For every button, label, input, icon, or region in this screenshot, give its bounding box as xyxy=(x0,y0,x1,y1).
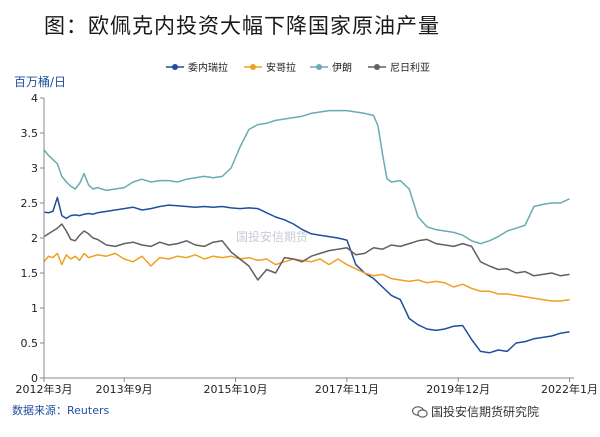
series-line-3 xyxy=(43,223,570,281)
x-tick-label: 2013年9月 xyxy=(96,382,153,396)
y-tick-label: 3.5 xyxy=(21,127,39,140)
y-axis-label: 百万桶/日 xyxy=(14,75,67,89)
x-tick-label: 2017年11月 xyxy=(315,382,379,396)
y-tick-label: 2 xyxy=(31,232,38,245)
y-tick-label: 4 xyxy=(31,92,38,105)
y-tick-label: 3 xyxy=(31,162,38,175)
brand-name: 国投安信期货研究院 xyxy=(431,405,540,419)
legend-swatch-marker xyxy=(316,64,322,70)
plot-lines xyxy=(43,109,570,354)
brand-footer: 国投安信期货研究院 xyxy=(412,403,539,420)
legend: 委内瑞拉 安哥拉 伊朗 尼日利亚 xyxy=(166,61,430,74)
y-tick-label: 1 xyxy=(31,302,38,315)
y-tick-label: 0 xyxy=(31,372,38,385)
source-note: 数据来源：Reuters xyxy=(12,404,110,417)
y-tick-label: 2.5 xyxy=(21,197,39,210)
legend-label: 安哥拉 xyxy=(266,61,296,74)
series-line-2 xyxy=(43,109,570,245)
axes: 0 0.5 1 1.5 2 2.5 3 3.5 4 2012年3月 2013年9月 2015年10月 2… xyxy=(16,92,599,396)
legend-label: 尼日利亚 xyxy=(390,62,430,74)
watermark: 国投安信期货 xyxy=(236,230,309,244)
x-tick-label: 2022年1月 xyxy=(541,382,598,396)
legend-swatch-marker xyxy=(250,64,256,70)
legend-label: 伊朗 xyxy=(332,62,352,74)
legend-swatch-marker xyxy=(374,64,380,70)
legend-label: 委内瑞拉 xyxy=(188,61,228,74)
series-line-1 xyxy=(43,252,570,302)
wechat-icon xyxy=(412,406,428,418)
series-line-0 xyxy=(43,196,570,354)
x-tick-label: 2019年12月 xyxy=(426,382,490,396)
x-tick-label: 2015年10月 xyxy=(204,382,268,396)
chart-title: 图：欧佩克内投资大幅下降国家原油产量 xyxy=(44,14,440,38)
x-tick-label: 2012年3月 xyxy=(16,382,73,396)
y-tick-label: 0.5 xyxy=(21,337,39,350)
y-tick-label: 1.5 xyxy=(21,267,39,280)
legend-swatch-marker xyxy=(172,64,178,70)
